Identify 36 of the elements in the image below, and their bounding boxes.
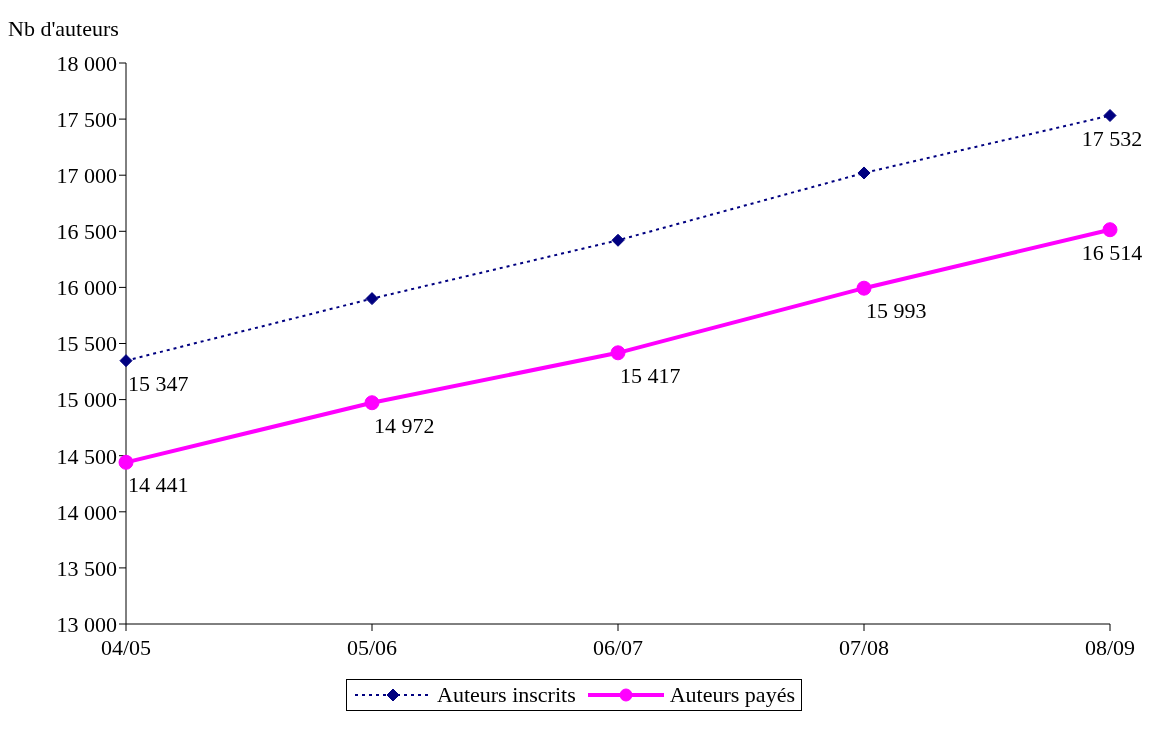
- x-tick-label: 06/07: [592, 634, 644, 660]
- legend-label: Auteurs payés: [669, 682, 795, 708]
- data-label: 15 347: [128, 370, 189, 396]
- y-tick-label: 16 500: [56, 219, 117, 245]
- point: [118, 454, 134, 470]
- y-tick-label: 14 500: [56, 443, 117, 469]
- y-tick-label: 17 500: [56, 106, 117, 132]
- x-tick-label: 04/05: [100, 634, 152, 660]
- point: [610, 345, 626, 361]
- data-label: 15 993: [866, 298, 927, 324]
- y-tick-label: 17 000: [56, 163, 117, 189]
- x-tick-label: 08/09: [1084, 634, 1136, 660]
- y-tick-label: 13 000: [56, 611, 117, 637]
- point: [1103, 109, 1117, 123]
- data-label: 15 417: [620, 362, 681, 388]
- y-tick-label: 16 000: [56, 275, 117, 301]
- y-tick-label: 15 500: [56, 331, 117, 357]
- data-label: 16 514: [1081, 239, 1143, 265]
- data-label: 14 972: [374, 412, 435, 438]
- x-tick-label: 07/08: [838, 634, 890, 660]
- point: [856, 280, 872, 296]
- point: [857, 166, 871, 180]
- point: [365, 292, 379, 306]
- point: [364, 395, 380, 411]
- y-tick-label: 13 500: [56, 555, 117, 581]
- point: [1102, 222, 1118, 238]
- y-axis-title: Nb d'auteurs: [8, 16, 119, 42]
- data-label: 17 532: [1081, 125, 1143, 151]
- y-tick-label: 14 000: [56, 499, 117, 525]
- data-label: 14 441: [128, 472, 189, 498]
- legend-label: Auteurs inscrits: [437, 682, 576, 708]
- point: [119, 354, 133, 368]
- x-tick-label: 05/06: [346, 634, 398, 660]
- point: [611, 233, 625, 247]
- y-tick-label: 18 000: [56, 50, 117, 76]
- y-tick-label: 15 000: [56, 387, 117, 413]
